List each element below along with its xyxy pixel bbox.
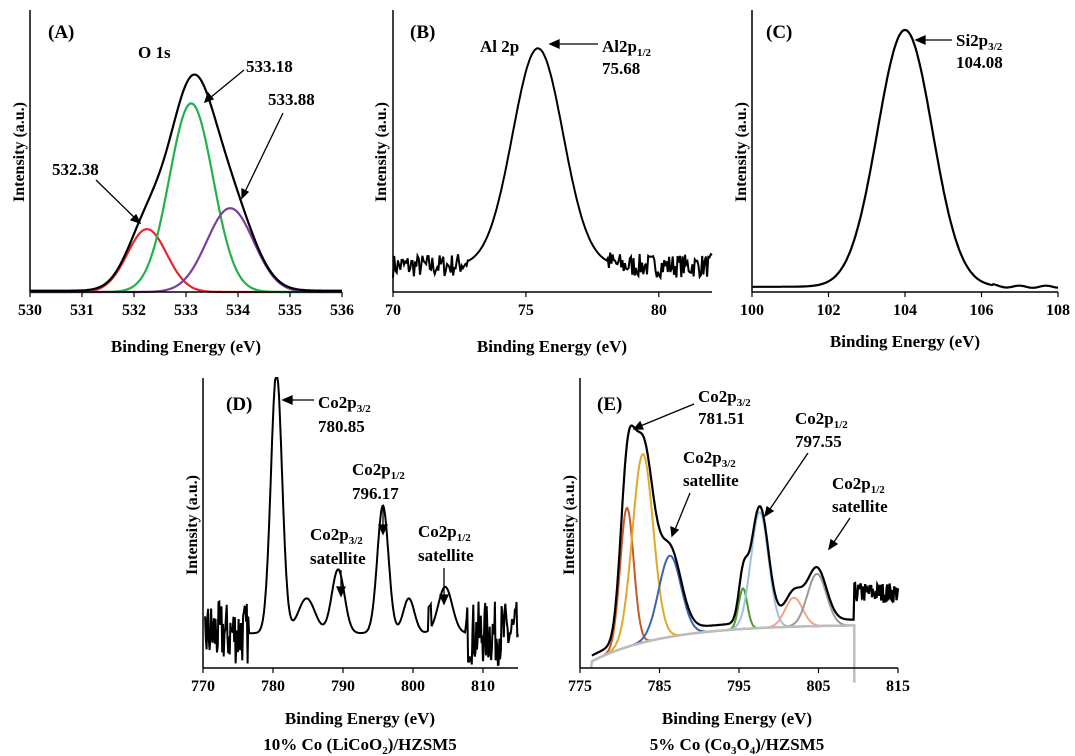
- panel-a-tick-label-0: 530: [18, 302, 42, 319]
- panel-a-tick-label-4: 534: [226, 302, 250, 319]
- panel-a-annot-532-38: 532.38: [52, 160, 99, 179]
- panel-d-tick-label-0: 770: [191, 678, 215, 695]
- panel-b-tick-label-0: 70: [385, 302, 401, 319]
- panel-c-ylabel: Intensity (a.u.): [733, 102, 750, 202]
- panel-a-xlabel: Binding Energy (eV): [111, 337, 261, 356]
- panel-c-tick-label-0: 100: [740, 302, 764, 319]
- panel-d-annot-1-value: 796.17: [352, 484, 399, 503]
- panel-e-ticks: 775 785 795 805 815: [568, 668, 910, 695]
- panel-d-tick-label-1: 780: [261, 678, 285, 695]
- panel-c-tick-label-1: 102: [817, 302, 841, 319]
- panel-a-label: (A): [48, 22, 74, 43]
- panel-e-annot-2: Co2p1/2: [795, 409, 848, 431]
- panel-b-tick-label-2: 80: [651, 302, 667, 319]
- panel-a-component-1: [30, 103, 342, 292]
- panel-a-component-0: [30, 229, 342, 292]
- panel-d-annot-2: Co2p3/2: [310, 525, 363, 547]
- panel-e-annot-2-value: 797.55: [795, 432, 842, 451]
- panel-a-component-2: [30, 208, 342, 292]
- panel-e-curves: [591, 426, 898, 683]
- panel-c-tick-label-4: 108: [1046, 302, 1070, 319]
- panel-e-tick-label-0: 775: [568, 678, 592, 695]
- panel-b-ylabel: Intensity (a.u.): [373, 102, 390, 202]
- panel-e-tick-label-4: 815: [886, 678, 910, 695]
- panel-e-tick-label-1: 785: [648, 678, 672, 695]
- panel-b-ticks: 70 75 80: [385, 292, 667, 319]
- panel-e-caption: 5% Co (Co3O4)/HZSM5: [650, 735, 824, 756]
- panel-d-annot-3-value: satellite: [418, 546, 474, 565]
- panel-e-tick-label-2: 795: [727, 678, 751, 695]
- panel-b-annot-value: 75.68: [602, 59, 640, 78]
- panel-c-arrow: [916, 36, 952, 44]
- panel-c-annot-value: 104.08: [956, 53, 1003, 72]
- panel-b-label: (B): [410, 22, 435, 43]
- panel-a: (A) O 1s 530 531 532 533 534 535 536 Binding E…: [11, 10, 354, 356]
- panel-b-peak-label: Al 2p: [480, 37, 519, 56]
- panel-d-annot-0-value: 780.85: [318, 417, 365, 436]
- panel-c-label: (C): [766, 22, 792, 43]
- panel-c-xlabel: Binding Energy (eV): [830, 332, 980, 351]
- panel-e-envelope: [592, 426, 898, 656]
- panel-a-tick-label-1: 531: [70, 302, 94, 319]
- panel-a-tick-label-2: 532: [122, 302, 146, 319]
- panel-e-label: (E): [597, 394, 622, 415]
- panel-b-tick-label-1: 75: [518, 302, 534, 319]
- panel-e-component-0: [592, 508, 854, 661]
- panel-e-xlabel: Binding Energy (eV): [662, 709, 812, 728]
- panel-a-ylabel: Intensity (a.u.): [11, 102, 28, 202]
- panel-a-tick-label-6: 536: [330, 302, 354, 319]
- panel-e-annot-0: Co2p3/2: [698, 387, 751, 409]
- panel-d-annot-3: Co2p1/2: [418, 522, 471, 544]
- panel-c-tick-label-3: 106: [970, 302, 994, 319]
- panel-d-ticks: 770 780 790 800 810: [191, 668, 495, 695]
- panel-e: (E) 775 785 795 805 815 Binding Energy (eV) …: [561, 378, 910, 756]
- panel-b: (B) Al 2p 70 75 80 Binding Energy (eV) Int…: [373, 10, 712, 356]
- panel-a-tick-label-5: 535: [278, 302, 302, 319]
- panel-a-arrows: [96, 70, 283, 223]
- panel-a-ticks: 530 531 532 533 534 535 536: [18, 292, 354, 319]
- panel-c-ticks: 100 102 104 106 108: [740, 292, 1070, 319]
- panel-e-background: [591, 625, 854, 682]
- panel-c-annot: Si2p3/2: [956, 31, 1003, 53]
- panel-d-tick-label-4: 810: [471, 678, 495, 695]
- panel-d-tick-label-2: 790: [331, 678, 355, 695]
- panel-b-xlabel: Binding Energy (eV): [477, 337, 627, 356]
- panel-a-annot-533-88: 533.88: [268, 90, 315, 109]
- panel-d-label: (D): [226, 394, 252, 415]
- panel-a-annot-533-18: 533.18: [246, 57, 293, 76]
- panel-e-ylabel: Intensity (a.u.): [561, 475, 578, 575]
- panel-d-ylabel: Intensity (a.u.): [184, 475, 201, 575]
- panel-e-component-6: [592, 574, 854, 661]
- panel-e-annot-3: Co2p1/2: [832, 474, 885, 496]
- panel-b-annot: Al2p1/2: [602, 37, 652, 59]
- panel-e-tick-label-3: 805: [807, 678, 831, 695]
- panel-a-tick-label-3: 533: [174, 302, 198, 319]
- panel-c-tick-label-2: 104: [893, 302, 917, 319]
- panel-c: (C) 100 102 104 106 108 Binding Energy (eV) …: [733, 10, 1070, 351]
- panel-e-annot-1-value: satellite: [683, 471, 739, 490]
- panel-d-annot-0: Co2p3/2: [318, 393, 371, 415]
- panel-d-caption: 10% Co (LiCoO2)/HZSM5: [263, 735, 456, 756]
- panel-c-curves: [752, 30, 1058, 288]
- panel-e-annot-1: Co2p3/2: [683, 448, 736, 470]
- panel-e-annot-3-value: satellite: [832, 497, 888, 516]
- panel-b-curves: [393, 48, 712, 277]
- panel-d-xlabel: Binding Energy (eV): [285, 709, 435, 728]
- panel-d: (D) 770 780 790 800 810 Binding Energy (eV) …: [184, 378, 518, 756]
- panel-b-spectrum: [393, 48, 712, 277]
- panel-c-spectrum: [752, 30, 1058, 288]
- panel-e-annot-0-value: 781.51: [698, 409, 745, 428]
- panel-d-annot-1: Co2p1/2: [352, 460, 405, 482]
- panel-d-annot-2-value: satellite: [310, 549, 366, 568]
- panel-a-peak-label: O 1s: [138, 43, 171, 62]
- panel-b-arrow: [550, 40, 598, 48]
- panel-d-tick-label-3: 800: [401, 678, 425, 695]
